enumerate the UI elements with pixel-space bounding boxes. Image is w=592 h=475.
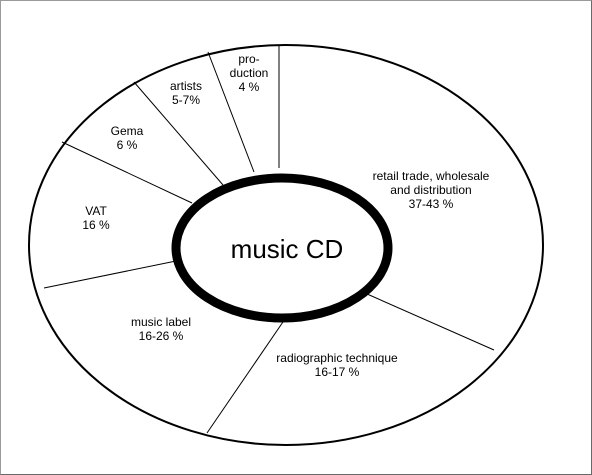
slice-label-7: pro-duction 4 %	[230, 52, 269, 94]
slice-label-line: 6 %	[117, 138, 138, 152]
slice-label-line: 16-17 %	[315, 365, 360, 379]
slice-divider-4	[61, 141, 193, 204]
slice-label-line: artists	[170, 79, 202, 93]
slice-label-6: artists 5-7%	[170, 79, 202, 107]
slice-label-line: 37-43 %	[409, 197, 454, 211]
slice-label-line: 5-7%	[172, 93, 200, 107]
inner-ring	[171, 173, 393, 323]
slice-label-line: radiographic technique	[276, 351, 398, 365]
slice-label-3: music label 16-26 %	[131, 315, 191, 343]
slice-divider-3	[133, 81, 224, 186]
slice-labels: retail trade, wholesale and distribution 3…	[82, 52, 489, 379]
slice-label-line: music label	[131, 315, 191, 329]
slice-label-5: Gema 6 %	[111, 124, 144, 152]
slice-label-line: 16-26 %	[139, 329, 184, 343]
slice-label-line: 16 %	[82, 218, 110, 232]
slice-divider-7	[206, 318, 286, 434]
slice-divider-2	[207, 51, 255, 173]
slice-divider-5	[43, 260, 177, 289]
slice-label-2: radiographic technique 16-17 %	[276, 351, 398, 379]
center-label: music CD	[231, 234, 344, 264]
slice-label-line: pro-	[238, 52, 259, 66]
slice-label-line: duction	[230, 66, 269, 80]
outer-ring	[28, 44, 544, 446]
slice-label-line: and distribution	[390, 183, 471, 197]
slice-label-1: retail trade, wholesale and distribution 3…	[373, 169, 490, 211]
slice-label-line: Gema	[111, 124, 144, 138]
slice-label-line: VAT	[85, 204, 107, 218]
slice-label-line: retail trade, wholesale	[373, 169, 490, 183]
slice-label-4: VAT 16 %	[82, 204, 110, 232]
slice-divider-6	[357, 289, 495, 351]
slice-label-line: 4 %	[239, 80, 260, 94]
slice-dividers	[43, 46, 495, 434]
